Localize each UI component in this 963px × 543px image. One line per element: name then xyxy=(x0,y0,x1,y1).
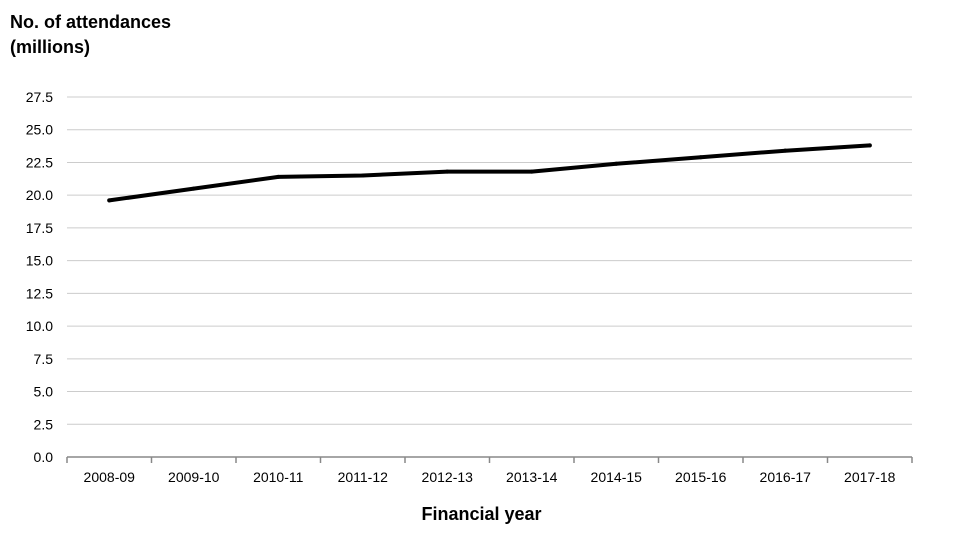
data-point xyxy=(698,155,703,160)
x-tick-label: 2015-16 xyxy=(675,469,727,485)
x-tick-label: 2008-09 xyxy=(84,469,136,485)
data-point xyxy=(191,186,196,191)
y-tick-label: 27.5 xyxy=(26,89,53,105)
data-point xyxy=(276,174,281,179)
x-tick-label: 2011-12 xyxy=(338,469,389,485)
y-axis-title-line-1: No. of attendances xyxy=(10,12,172,32)
y-tick-label: 25.0 xyxy=(26,122,53,138)
data-point xyxy=(529,169,534,174)
y-tick-label: 7.5 xyxy=(34,351,54,367)
x-tick-label: 2009-10 xyxy=(168,469,220,485)
x-tick-label: 2014-15 xyxy=(591,469,643,485)
x-tick-label: 2016-17 xyxy=(760,469,812,485)
gridlines xyxy=(67,96,912,425)
y-tick-label: 0.0 xyxy=(34,449,54,465)
y-tick-label: 17.5 xyxy=(26,220,53,236)
data-point xyxy=(783,148,788,153)
data-point xyxy=(445,169,450,174)
x-tick-label: 2012-13 xyxy=(422,469,474,485)
x-tick-labels: 2008-09 2009-10 2010-11 2011-12 2012-13 2013-… xyxy=(84,469,896,485)
x-tick-label: 2017-18 xyxy=(844,469,896,485)
y-tick-label: 22.5 xyxy=(26,154,53,170)
y-axis-title-line-2: (millions) xyxy=(10,37,90,57)
y-tick-label: 10.0 xyxy=(26,318,53,334)
y-tick-label: 12.5 xyxy=(26,285,53,301)
x-tick-label: 2013-14 xyxy=(506,469,558,485)
y-axis-title: No. of attendances (millions) xyxy=(10,10,171,60)
data-point xyxy=(360,173,365,178)
x-axis-title: Financial year xyxy=(421,504,542,524)
data-point xyxy=(867,143,872,148)
y-tick-label: 2.5 xyxy=(34,416,54,432)
data-point xyxy=(107,198,112,203)
y-tick-label: 5.0 xyxy=(34,384,54,400)
series-line xyxy=(107,143,872,203)
series-layer xyxy=(107,143,872,203)
y-tick-label: 20.0 xyxy=(26,187,53,203)
x-axis xyxy=(66,456,913,463)
data-point xyxy=(614,161,619,166)
y-tick-label: 15.0 xyxy=(26,253,53,269)
x-tick-label: 2010-11 xyxy=(253,469,304,485)
y-tick-labels: 0.0 2.5 5.0 7.5 10.0 12.5 15.0 17.5 20.0 22.5 25.0… xyxy=(26,89,53,465)
